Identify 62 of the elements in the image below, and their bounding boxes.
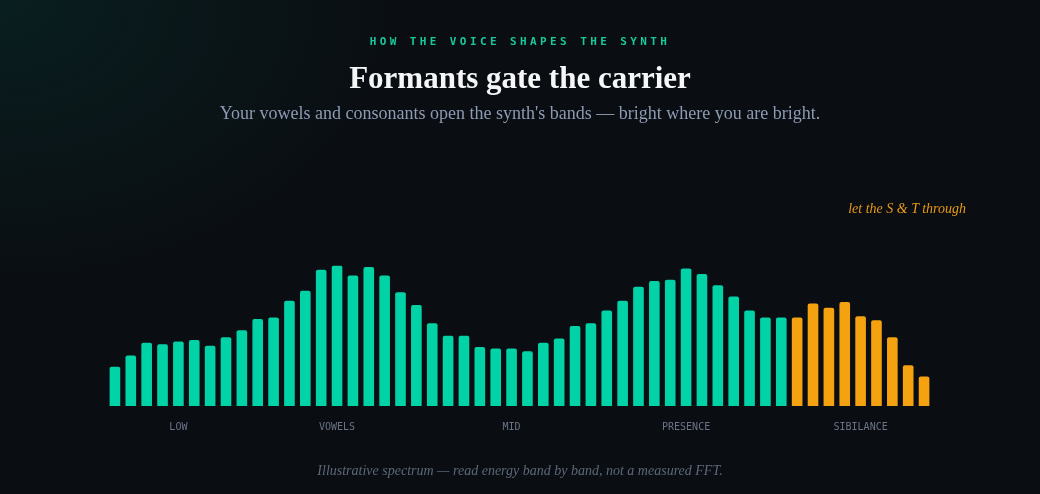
text: Illustrative spectrum — read energy band by band, not a measured FFT. xyxy=(316,462,724,480)
bar xyxy=(569,325,581,406)
bar xyxy=(220,337,232,406)
bar xyxy=(839,302,851,406)
bar xyxy=(252,318,264,406)
bar xyxy=(236,330,248,406)
bar xyxy=(775,317,787,406)
bar xyxy=(411,304,422,406)
bar xyxy=(585,323,597,406)
x-tick-label: MID xyxy=(502,420,521,432)
bar xyxy=(363,267,375,406)
bar xyxy=(728,296,739,406)
bar xyxy=(506,348,517,406)
bar xyxy=(680,268,692,406)
bar xyxy=(791,317,803,406)
bar xyxy=(537,342,549,406)
bar xyxy=(887,337,898,406)
bar xyxy=(664,279,676,406)
bar xyxy=(268,317,279,406)
chart-title: Formants gate the carrier xyxy=(348,60,692,96)
bar xyxy=(109,366,121,406)
bar xyxy=(490,348,502,406)
bar xyxy=(633,286,644,406)
bar xyxy=(347,275,359,406)
bar xyxy=(379,275,390,406)
bar xyxy=(157,344,168,406)
bar xyxy=(601,310,613,406)
text: let the S & T through xyxy=(848,200,966,218)
bar xyxy=(458,335,470,406)
bar xyxy=(760,317,771,406)
bar xyxy=(204,345,216,406)
bar xyxy=(902,365,914,406)
bar xyxy=(823,307,835,406)
chart-subtitle: Your vowels and consonants open the synth's bands — bright where you are bright. xyxy=(218,102,822,124)
bar xyxy=(395,292,406,406)
bar xyxy=(696,274,708,406)
bar xyxy=(712,285,724,406)
bar xyxy=(553,338,565,406)
bar xyxy=(871,320,882,406)
x-tick-label: LOW xyxy=(169,420,189,432)
bar xyxy=(617,300,628,406)
bar xyxy=(807,303,819,406)
bar xyxy=(125,355,137,406)
bar xyxy=(331,265,343,406)
bar xyxy=(649,281,660,406)
bar xyxy=(315,269,327,406)
x-tick-label: VOWELS xyxy=(318,420,356,432)
bar xyxy=(173,341,184,406)
bar xyxy=(442,335,454,406)
bar xyxy=(744,310,755,406)
bar xyxy=(522,351,533,406)
bar xyxy=(300,290,311,406)
bar xyxy=(141,342,152,406)
bar xyxy=(426,323,438,406)
bar xyxy=(474,347,486,406)
text: HOW THE VOICE SHAPES THE SYNTH xyxy=(368,35,672,49)
bar xyxy=(284,300,295,406)
x-tick-label: SIBILANCE xyxy=(833,420,888,432)
bar xyxy=(855,316,866,406)
bar xyxy=(918,376,930,406)
x-tick-label: PRESENCE xyxy=(662,420,711,432)
bar xyxy=(188,340,200,406)
